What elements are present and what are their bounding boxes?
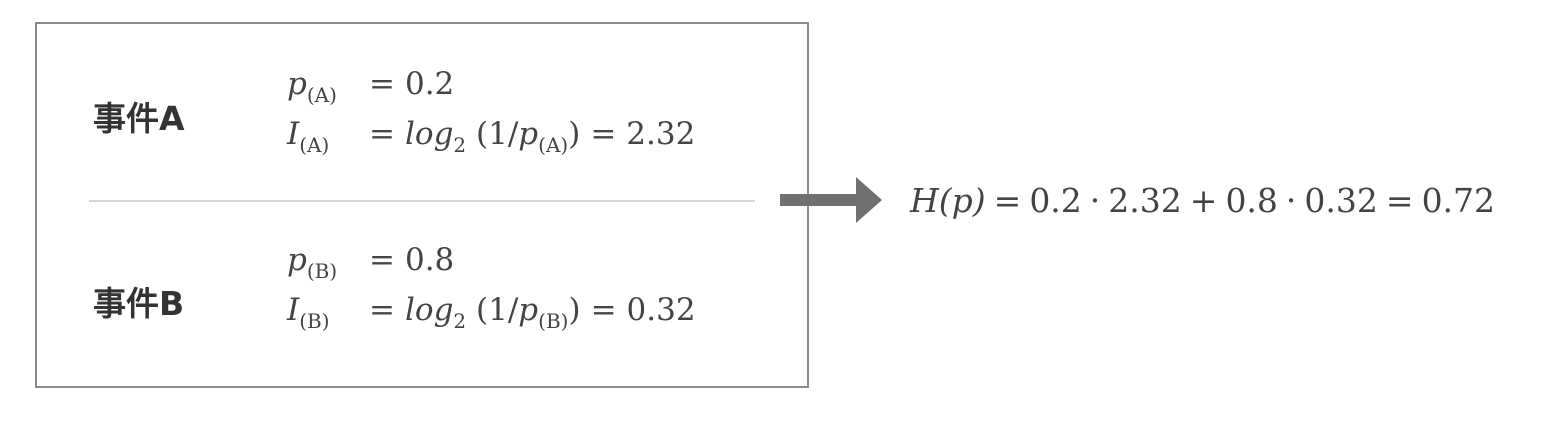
entropy-term-3: 0.8 — [1225, 181, 1278, 220]
event-b-label: 事件B — [93, 284, 185, 323]
event-b-information: I(B) = log2 (1/p(B)) = 0.32 — [287, 292, 696, 333]
event-a-label: 事件A — [93, 99, 185, 138]
entropy-term-4: 0.32 — [1304, 181, 1378, 220]
entropy-formula: H(p) = 0.2 · 2.32 +0.8 · 0.32 = 0.72 — [910, 181, 1496, 220]
event-a-p-value: 0.2 — [404, 66, 455, 102]
event-a-probability: p(A) = 0.2 — [287, 66, 455, 107]
event-b-p-value: 0.8 — [404, 242, 455, 278]
event-a-information: I(A) = log2 (1/p(A)) = 2.32 — [287, 116, 696, 157]
right-arrow-icon — [780, 177, 882, 223]
entropy-lhs: H(p) — [910, 181, 986, 220]
entropy-term-2: 2.32 — [1108, 181, 1182, 220]
event-b-probability: p(B) = 0.8 — [287, 242, 455, 283]
event-divider — [89, 200, 755, 202]
events-panel: 事件A p(A) = 0.2 I(A) = log2 (1/p(A)) = 2.32 事件B… — [35, 22, 809, 388]
entropy-term-1: 0.2 — [1029, 181, 1082, 220]
event-b-i-value: 0.32 — [626, 292, 696, 328]
event-a-i-value: 2.32 — [626, 116, 696, 152]
entropy-result: 0.72 — [1421, 181, 1496, 220]
